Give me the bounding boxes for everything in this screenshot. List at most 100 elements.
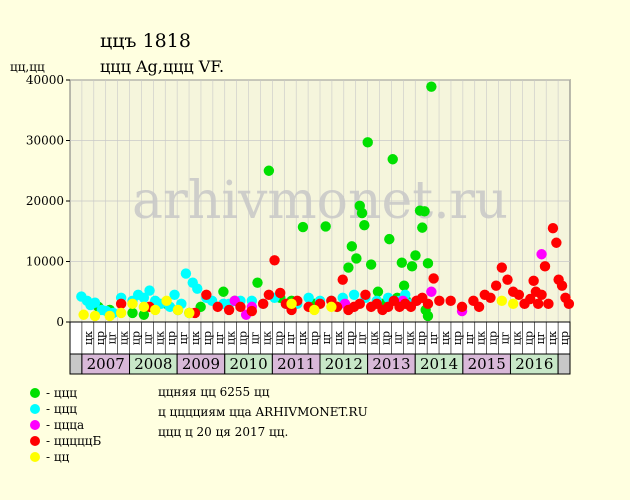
data-point [138, 301, 150, 313]
data-point [320, 221, 331, 232]
data-point [115, 307, 127, 319]
quarter-label: цр [308, 331, 321, 345]
quarter-label: цк [296, 331, 309, 345]
data-point [104, 310, 115, 322]
data-point [563, 298, 575, 310]
data-point [89, 297, 101, 308]
data-point [138, 292, 150, 303]
data-point [426, 81, 437, 92]
quarter-label: цк [82, 331, 95, 345]
legend-label: - ццца [46, 418, 85, 432]
data-point [428, 273, 439, 284]
quarter-label: цк [368, 331, 381, 345]
quarter-label: цк [153, 331, 166, 345]
data-point [115, 298, 127, 310]
year-label: 2009 [182, 355, 220, 373]
data-point [351, 253, 362, 264]
data-point [536, 249, 547, 260]
quarter-label: цг [177, 331, 190, 344]
y-tick-label: 40000 [26, 73, 64, 87]
quarter-label: цг [249, 331, 262, 344]
data-point [365, 259, 377, 270]
data-point [398, 280, 410, 291]
quarter-label: цк [546, 331, 559, 345]
data-point [525, 293, 536, 305]
y-tick-label: 10000 [26, 255, 64, 269]
quarter-label: цр [415, 331, 428, 345]
data-point [556, 280, 568, 291]
data-point [417, 222, 428, 233]
quarter-label: цг [391, 331, 404, 344]
quarter-label: цк [475, 331, 488, 345]
legend-marker [30, 388, 40, 398]
data-point [539, 261, 551, 272]
data-point [150, 304, 161, 316]
legend-marker [30, 452, 40, 462]
data-point [419, 206, 430, 217]
legend-marker [30, 404, 40, 414]
data-point [343, 262, 354, 273]
data-point [507, 298, 519, 310]
year-label: 2015 [468, 355, 506, 373]
note-source: ц цццциям цца ARHIVMONET.RU [158, 405, 368, 419]
chart-title: ццъ 1818 [100, 30, 191, 52]
quarter-label: цг [106, 331, 119, 344]
legend-label: - ццц [46, 402, 78, 416]
year-label: 2014 [420, 355, 458, 373]
year-label: 2012 [325, 355, 363, 373]
data-point [360, 289, 371, 300]
quarter-label: цк [403, 331, 416, 345]
data-point [169, 289, 180, 300]
data-point [485, 292, 496, 303]
quarter-label: цр [237, 331, 250, 345]
data-point [502, 274, 513, 285]
quarter-label: цк [118, 331, 131, 345]
data-point [257, 298, 269, 310]
data-point [496, 295, 508, 307]
data-point [263, 289, 275, 300]
data-point [359, 220, 370, 231]
data-point [536, 289, 547, 300]
quarter-label: цк [332, 331, 345, 345]
quarter-label: цк [510, 331, 523, 345]
quarter-label: цг [463, 331, 476, 344]
data-point [78, 309, 89, 320]
quarter-label: цг [534, 331, 547, 344]
quarter-label: цк [260, 331, 273, 345]
data-point [161, 295, 172, 307]
data-point [127, 298, 138, 310]
data-point [252, 277, 263, 288]
quarter-label: цг [499, 331, 512, 344]
legend-marker [30, 436, 40, 446]
year-cell [69, 353, 83, 375]
data-point [356, 207, 368, 219]
quarter-label: цг [213, 331, 226, 344]
data-point [362, 137, 373, 148]
quarter-label: цк [189, 331, 202, 345]
data-point [127, 307, 138, 319]
data-point [473, 301, 485, 313]
quarter-label: цр [451, 331, 464, 345]
data-point [543, 298, 554, 310]
quarter-label: цр [129, 331, 142, 345]
data-point [346, 241, 358, 252]
data-point [172, 304, 184, 316]
data-point [180, 268, 192, 279]
y-tick-label: 20000 [26, 194, 64, 208]
data-point [434, 295, 445, 307]
y-tick-label: 0 [56, 315, 64, 329]
legend-marker [30, 420, 40, 430]
data-point [212, 301, 223, 313]
quarter-label: цр [94, 331, 107, 345]
data-point [263, 165, 275, 176]
quarter-label: цр [558, 331, 571, 345]
quarter-label: цг [284, 331, 297, 344]
data-point [275, 287, 286, 299]
note-date: ццц ц 20 ця 2017 цц. [158, 425, 289, 439]
data-point [422, 258, 434, 269]
data-point [303, 292, 314, 303]
data-point [297, 221, 309, 233]
legend-label: - цццццБ [46, 434, 102, 448]
data-point [235, 301, 246, 313]
